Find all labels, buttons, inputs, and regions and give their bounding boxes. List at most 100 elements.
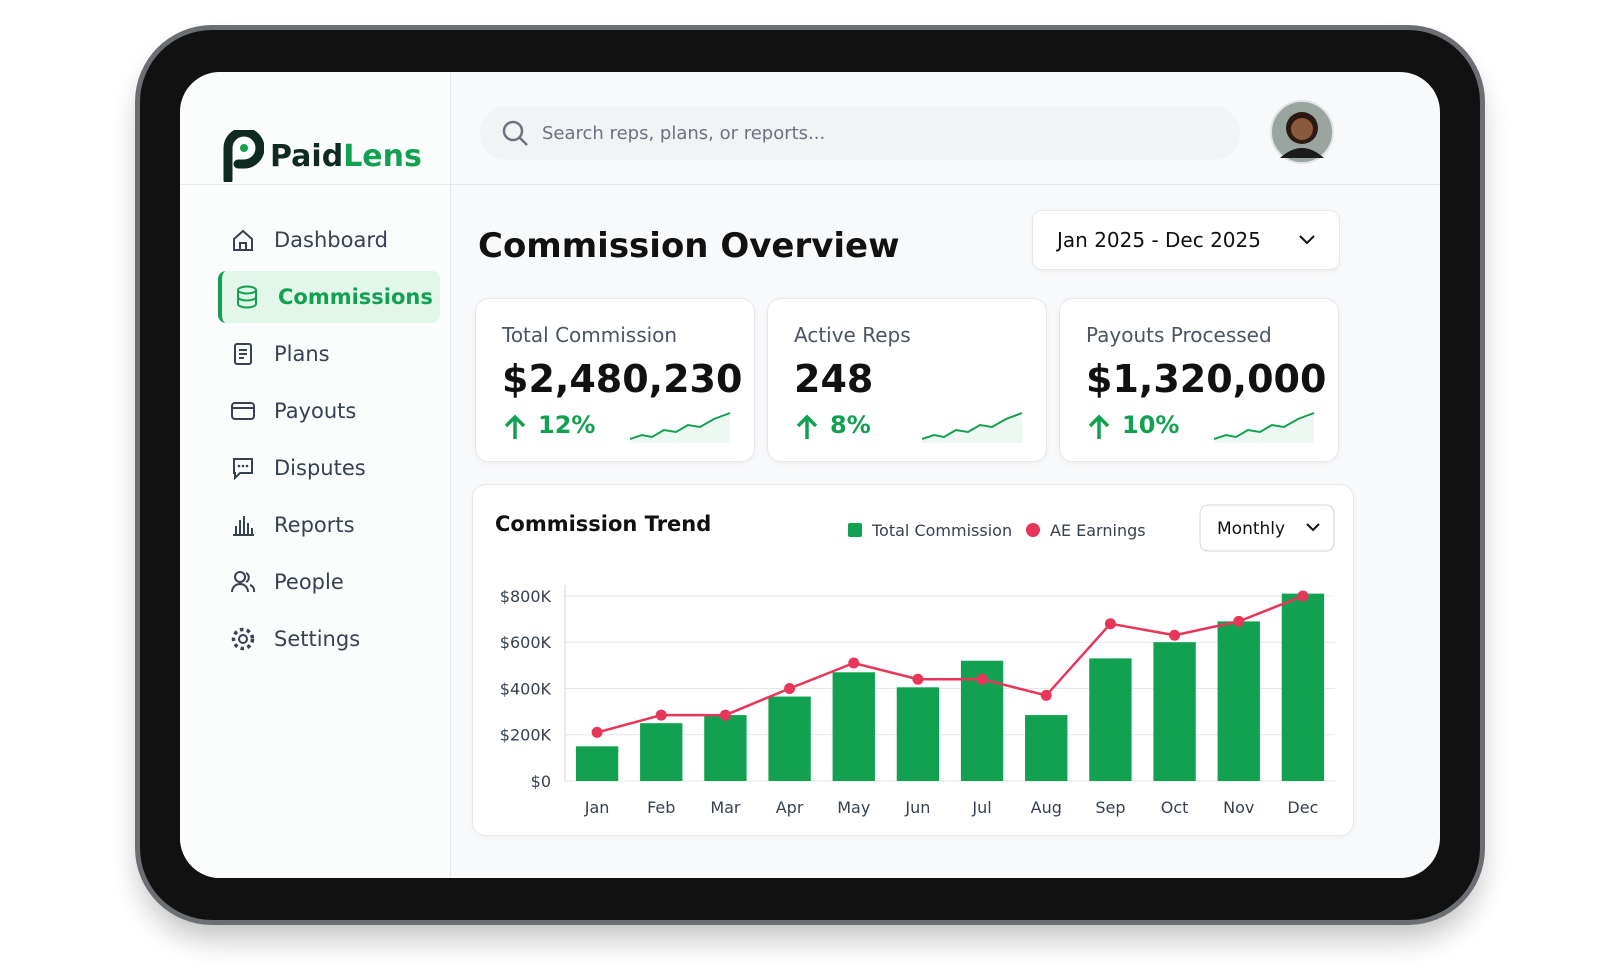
nav-item[interactable]: Disputes [218, 442, 436, 494]
nav-label: Disputes [274, 456, 366, 480]
up-arrow [1088, 414, 1110, 439]
kpi-value: $2,480,230 [502, 357, 743, 401]
nav-icon [231, 571, 256, 593]
line-point [976, 673, 988, 685]
bar [1153, 642, 1196, 781]
x-tick-label: Jan [584, 798, 610, 817]
legend-label: Total Commission [871, 521, 1012, 540]
sparkline [630, 412, 731, 443]
nav-label: Payouts [274, 399, 357, 423]
brand-first: Paid [270, 138, 344, 174]
legend-label: AE Earnings [1050, 521, 1146, 540]
nav-icon [234, 343, 252, 365]
bar [896, 687, 940, 781]
x-tick-label: May [837, 798, 870, 817]
sparkline [1214, 412, 1315, 443]
chart: Commission Trend Total Commission AE Earni… [495, 504, 1335, 817]
line-point [1297, 590, 1309, 602]
nav-item[interactable]: People [218, 556, 436, 608]
kpi-value: 248 [794, 357, 874, 401]
x-tick-label: Jul [971, 798, 991, 817]
nav-item[interactable]: Plans [218, 328, 436, 380]
bar [640, 723, 683, 781]
line-point [719, 709, 731, 721]
search-icon [502, 120, 528, 146]
chart-title: Commission Trend [495, 512, 711, 536]
x-tick-label: Feb [647, 798, 675, 817]
kpi-change: 10% [1122, 411, 1180, 439]
screen: Paid Lens Dashboard Commissions Plans Payout… [180, 72, 1440, 878]
kpi-label: Payouts Processed [1086, 323, 1272, 347]
nav-item[interactable]: Commissions [218, 271, 440, 323]
up-arrow [504, 414, 526, 439]
x-tick-label: Sep [1095, 798, 1125, 817]
bar [1025, 715, 1068, 781]
x-tick-label: Apr [776, 798, 804, 817]
nav-icon [233, 229, 253, 251]
line-point [1104, 618, 1116, 630]
date-range-dropdown[interactable]: Jan 2025 - Dec 2025 [1032, 210, 1340, 270]
search-placeholder: Search reps, plans, or reports... [542, 122, 826, 144]
bar [1217, 621, 1260, 781]
chevron [1299, 235, 1315, 245]
line-point [591, 726, 603, 738]
legend-swatch [848, 523, 862, 537]
line-point [1233, 615, 1245, 627]
y-tick-label: $200K [500, 726, 552, 745]
nav-item[interactable]: Payouts [218, 385, 436, 437]
nav-icon [231, 402, 255, 420]
kpi-change: 12% [538, 411, 596, 439]
date-range: Jan 2025 - Dec 2025 [1057, 228, 1261, 252]
x-tick-label: Jun [904, 798, 930, 817]
nav-label: Settings [274, 627, 361, 651]
x-tick-label: Mar [710, 798, 741, 817]
bar [832, 672, 875, 781]
bar [575, 746, 619, 781]
logo: Paid Lens [220, 130, 422, 182]
nav-item[interactable]: Dashboard [218, 214, 436, 266]
line-point [912, 673, 924, 685]
line-point [1040, 689, 1052, 701]
period-dropdown[interactable] [1199, 504, 1335, 552]
y-tick-label: $800K [500, 587, 552, 606]
period-label: Monthly [1217, 519, 1285, 539]
nav-label: People [274, 570, 344, 594]
kpi-card: Payouts Processed $1,320,000 10% [1059, 298, 1339, 462]
kpi-card: Active Reps 248 8% [767, 298, 1047, 462]
nav-label: Plans [274, 342, 330, 366]
line-point [1169, 629, 1181, 641]
search-bar[interactable]: Search reps, plans, or reports... [480, 106, 1240, 160]
logo-mark [223, 130, 264, 182]
bar [1281, 593, 1325, 781]
sidebar: Paid Lens Dashboard Commissions Plans Payout… [180, 72, 451, 878]
sparkline [922, 412, 1023, 443]
nav-label: Dashboard [274, 228, 388, 252]
nav-item[interactable]: Settings [218, 613, 436, 665]
avatar[interactable] [1270, 100, 1334, 164]
x-tick-label: Aug [1031, 798, 1062, 817]
bar [1089, 658, 1132, 781]
kpi-value: $1,320,000 [1086, 357, 1327, 401]
x-tick-label: Oct [1161, 798, 1189, 817]
line [596, 594, 1304, 734]
line-point [784, 682, 796, 694]
nav-icon [233, 516, 254, 536]
brand-second: Lens [343, 138, 422, 174]
trend-card: Commission Trend Total Commission AE Earni… [472, 484, 1354, 836]
kpi-change: 8% [830, 411, 871, 439]
line-point [848, 657, 860, 669]
bar [768, 696, 811, 781]
kpi-label: Active Reps [794, 323, 911, 347]
nav-label: Commissions [278, 285, 433, 309]
x-tick-label: Nov [1223, 798, 1254, 817]
y-tick-label: $600K [500, 633, 552, 652]
kpi-card: Total Commission $2,480,230 12% [475, 298, 755, 462]
kpi-label: Total Commission [502, 323, 678, 347]
chevron [1306, 523, 1320, 532]
nav-icon [231, 627, 255, 651]
nav-item[interactable]: Reports [218, 499, 436, 551]
line-point [655, 709, 667, 721]
header-divider [180, 184, 1440, 185]
page-title: Commission Overview [478, 226, 900, 266]
